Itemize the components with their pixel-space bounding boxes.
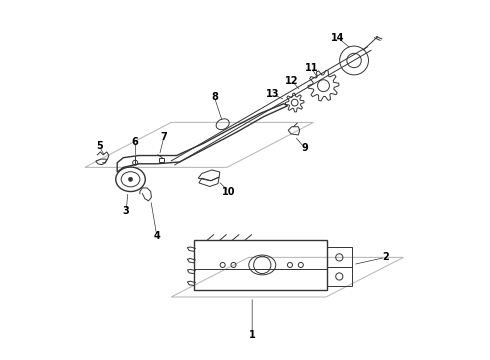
Circle shape	[128, 177, 133, 181]
Text: 8: 8	[211, 92, 218, 102]
Text: 10: 10	[222, 186, 236, 197]
Text: 9: 9	[301, 143, 308, 153]
Text: 3: 3	[123, 206, 129, 216]
Text: 5: 5	[96, 141, 102, 151]
Text: 13: 13	[267, 89, 280, 99]
Text: 1: 1	[249, 330, 256, 340]
Bar	[194, 240, 327, 290]
Bar	[327, 247, 351, 286]
Text: 11: 11	[305, 63, 318, 73]
Bar	[159, 158, 164, 162]
Text: 12: 12	[285, 76, 298, 86]
Text: 4: 4	[153, 231, 160, 241]
Text: 7: 7	[161, 132, 168, 142]
Text: 14: 14	[331, 33, 344, 43]
Text: 6: 6	[132, 137, 139, 147]
Text: 2: 2	[382, 252, 389, 262]
